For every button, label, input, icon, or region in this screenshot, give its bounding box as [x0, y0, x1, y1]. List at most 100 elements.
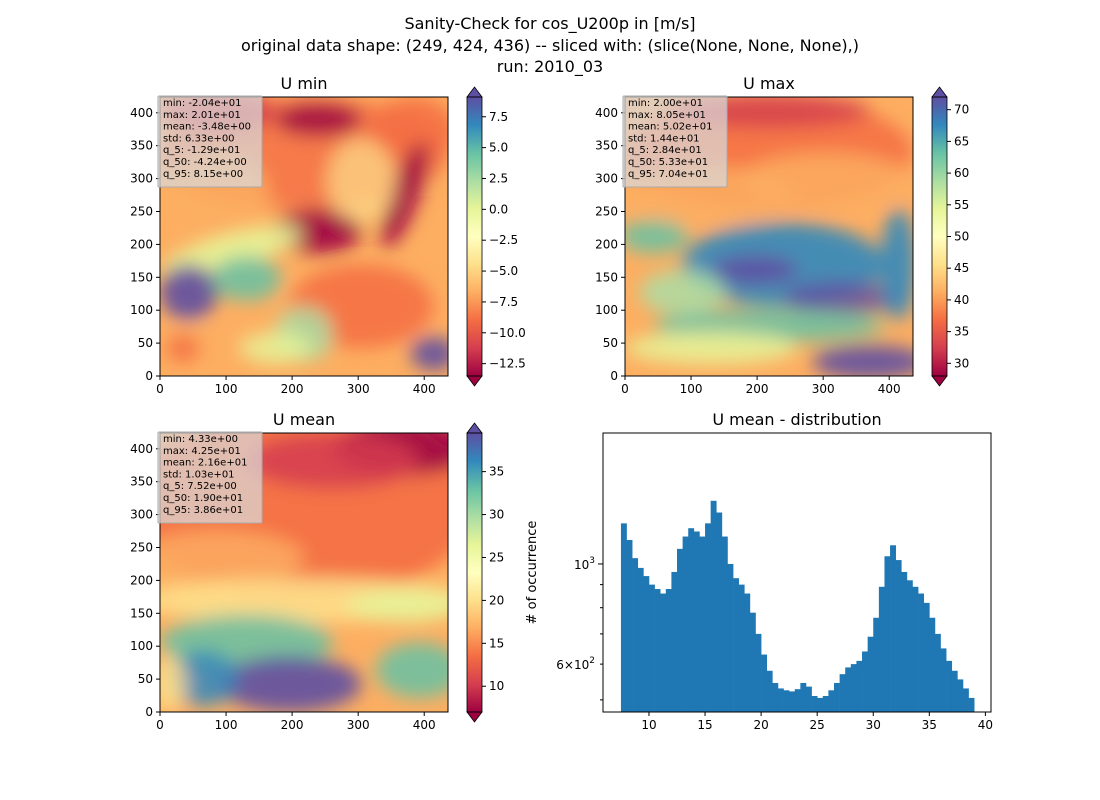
heatmap-blob [625, 331, 798, 365]
heatmap-blob [639, 269, 726, 315]
histogram-bar [620, 523, 627, 712]
histogram-bar [643, 576, 650, 712]
histogram-bar [951, 670, 958, 712]
stats-line: q_95: 7.04e+01 [628, 169, 708, 180]
colorbar-tick-label: 45 [954, 261, 969, 275]
x-tick-label: 100 [680, 382, 703, 396]
histogram-bar [873, 617, 880, 712]
histogram-bar [923, 602, 930, 712]
histogram-bar [738, 584, 745, 712]
stats-line: q_50: -4.24e+00 [163, 157, 247, 168]
histogram-bar [733, 578, 739, 712]
histogram-bar [705, 523, 711, 712]
histogram-bar [749, 612, 756, 712]
stats-line: std: 6.33e+00 [163, 133, 235, 144]
histogram-bar [710, 500, 717, 712]
colorbar-tick-label: 60 [954, 166, 969, 180]
x-tick-label: 35 [922, 718, 937, 732]
colorbar-tick-label: 65 [954, 134, 969, 148]
stats-line: min: 4.33e+00 [163, 434, 238, 445]
histogram-bar [626, 539, 633, 712]
x-tick-label: 300 [347, 718, 370, 732]
stats-line: min: 2.00e+01 [628, 98, 703, 109]
histogram-bar [962, 688, 969, 712]
heatmap-blob [162, 225, 302, 276]
y-tick-label: 200 [130, 573, 153, 587]
y-tick-label: 250 [130, 204, 153, 218]
histogram-bar [654, 589, 661, 712]
histogram-bar [828, 690, 835, 712]
histogram-bar [878, 586, 885, 712]
y-axis-label: # of occurrence [525, 521, 540, 625]
colorbar-tick-label: 50 [954, 230, 969, 244]
histogram-bar [850, 664, 857, 712]
histogram-bar [783, 690, 790, 712]
y-tick-label: 250 [130, 540, 153, 554]
heatmap-axes-1: U min 0 100 200 300 400 0 50 100 150 200 250 300 350 4… [130, 74, 449, 396]
histogram-bar [721, 536, 728, 712]
x-tick-label: 200 [281, 382, 304, 396]
y-tick-label: 0 [610, 369, 618, 383]
histogram-bar [884, 556, 891, 712]
histogram-bar [716, 512, 723, 712]
histogram-bar [839, 674, 846, 712]
x-tick-label: 10 [641, 718, 656, 732]
histogram-bar [660, 593, 667, 712]
stats-box-background [157, 431, 263, 524]
histogram-bar [817, 697, 824, 712]
y-tick-label: 150 [130, 606, 153, 620]
histogram-bar [688, 528, 695, 712]
histogram-bar [665, 589, 672, 712]
colorbar-tick-label: 0.0 [489, 202, 508, 216]
stats-line: q_50: 5.33e+01 [628, 157, 708, 168]
histogram-bar [867, 636, 874, 712]
x-tick-label: 100 [215, 718, 238, 732]
y-tick-label: 400 [130, 106, 153, 120]
colorbar-1: 7.5 5.0 2.5 0.0 −2.5 −5.0 −7.5 −10.0 −12.5 [466, 86, 526, 387]
heatmap-blob [347, 589, 448, 623]
histogram-bar [968, 697, 975, 712]
y-tick-label: 100 [130, 303, 153, 317]
y-tick-label: 300 [595, 172, 618, 186]
x-tick-label: 0 [621, 382, 629, 396]
axes-frame [602, 432, 992, 713]
x-tick-label: 400 [413, 382, 436, 396]
histogram-bar [755, 633, 762, 712]
y-tick-label: 300 [130, 172, 153, 186]
histogram-bar [766, 670, 773, 712]
heatmap-blob [410, 336, 448, 371]
histogram-bar [648, 584, 655, 712]
histogram-bar [744, 593, 751, 712]
histogram-bar [699, 536, 706, 712]
x-tick-label: 300 [347, 382, 370, 396]
heatmap-blob [711, 256, 798, 284]
histogram-bar [727, 563, 734, 712]
x-tick-label: 400 [413, 718, 436, 732]
colorbar-tick-label: 20 [489, 593, 504, 607]
colorbar-extend-min [466, 711, 483, 723]
histogram-bar [693, 531, 700, 712]
y-tick-label: 50 [138, 672, 153, 686]
y-tick-label: 0 [145, 369, 153, 383]
stats-line: max: 8.05e+01 [628, 110, 706, 121]
colorbar-tick-label: 25 [489, 550, 504, 564]
heatmap-blob [376, 642, 448, 699]
histogram-bar [946, 660, 953, 712]
colorbar-extend-min [466, 375, 483, 387]
y-tick-label: 300 [130, 508, 153, 522]
histogram-bar [682, 536, 689, 712]
y-tick-label: 350 [130, 475, 153, 489]
colorbar-extend-max [466, 422, 483, 434]
heatmap-blob [246, 433, 420, 489]
title-line-3: run: 2010_03 [497, 57, 603, 77]
colorbar-tick-label: 55 [954, 198, 969, 212]
stats-box-background [157, 95, 263, 188]
x-tick-label: 25 [810, 718, 825, 732]
histogram-bar [906, 580, 913, 712]
heatmap-blob [168, 650, 238, 707]
colorbar-2: 70 65 60 55 50 45 40 35 30 [931, 86, 969, 387]
x-tick-label: 200 [746, 382, 769, 396]
